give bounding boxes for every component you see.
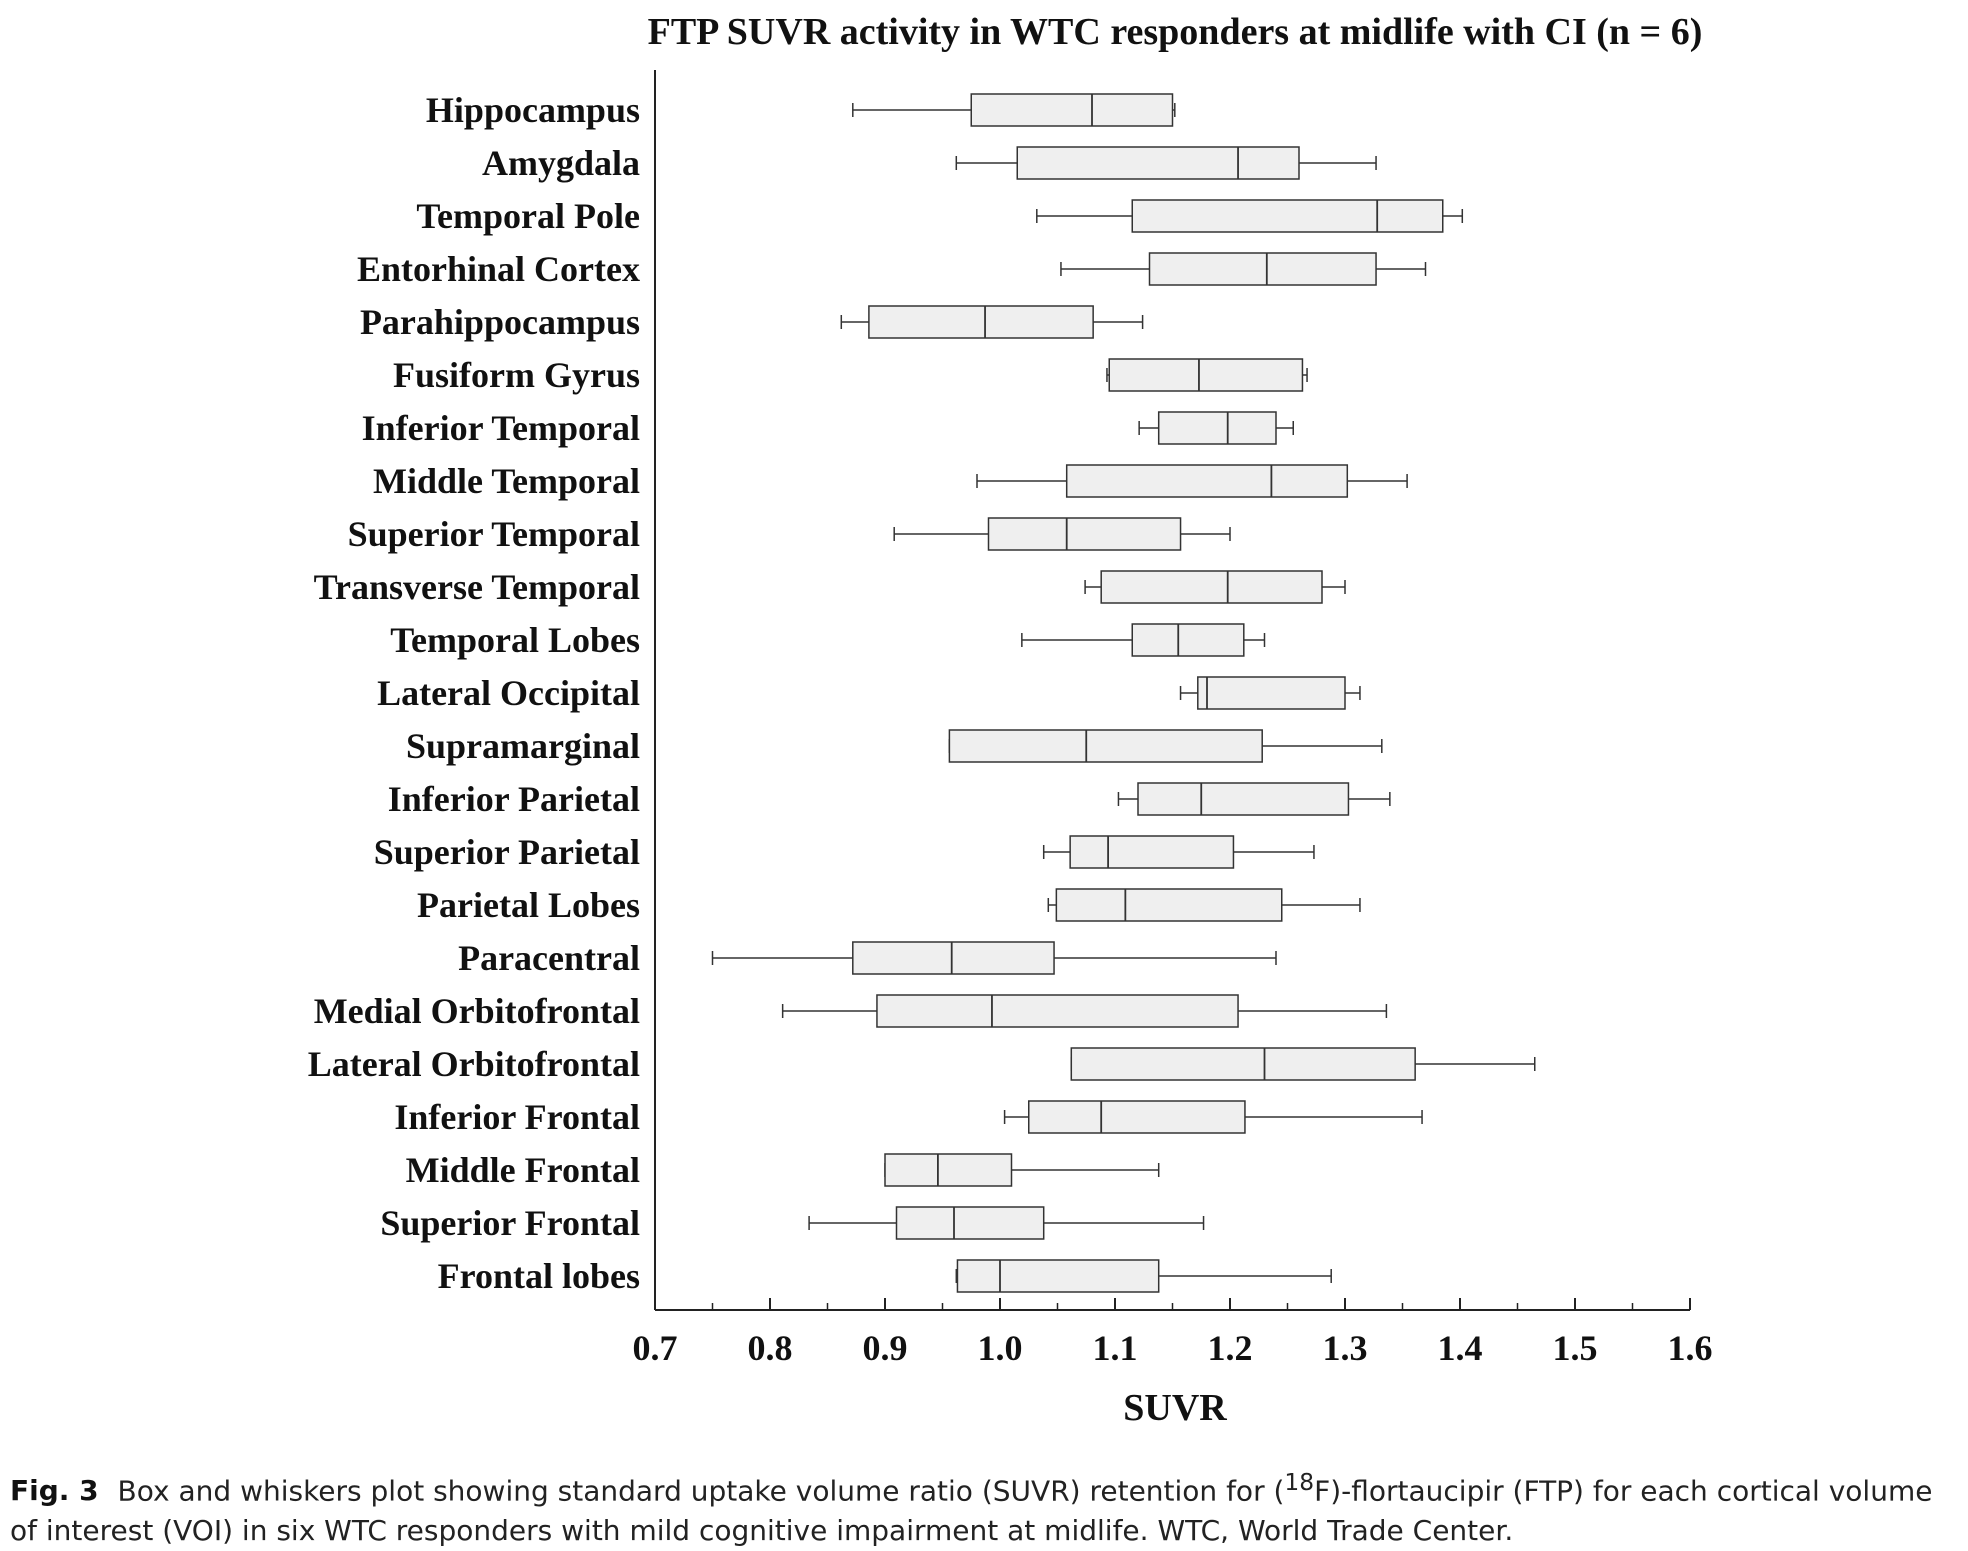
box [1028,1100,1246,1134]
box [1016,146,1300,180]
x-tick-label: 1.4 [1438,1328,1483,1368]
box [884,1153,1013,1187]
x-tick-label: 1.6 [1668,1328,1713,1368]
x-tick-label: 0.9 [863,1328,908,1368]
x-tick-label: 0.7 [633,1328,678,1368]
box [868,305,1094,339]
figure-caption: Fig. 3 Box and whiskers plot showing sta… [10,1462,1960,1551]
caption-text-after: F)-flortaucipir (FTP) for each cortical … [10,1474,1933,1548]
x-tick-label: 1.2 [1208,1328,1253,1368]
category-label: Temporal Pole [416,196,640,236]
box [948,729,1263,763]
x-tick-label: 0.8 [748,1328,793,1368]
category-label: Parietal Lobes [417,885,640,925]
box [956,1259,1160,1293]
category-label: Lateral Occipital [377,673,640,713]
box [1108,358,1304,392]
category-label: Entorhinal Cortex [357,249,640,289]
box [895,1206,1045,1240]
category-label: Paracentral [458,938,640,978]
chart-title: FTP SUVR activity in WTC responders at m… [648,11,1703,53]
caption-text-before: Box and whiskers plot showing standard u… [117,1474,1285,1508]
category-label: Amygdala [482,143,640,183]
figure-label: Fig. 3 [10,1474,99,1508]
category-label: Superior Temporal [348,514,640,554]
box [1157,411,1277,445]
box [987,517,1182,551]
category-label: Superior Parietal [374,832,640,872]
category-label: Temporal Lobes [390,620,640,660]
box [1100,570,1323,604]
plot-area: 0.7 0.8 0.9 1.0 1.1 1.2 1.3 1.4 1.5 1.6 Hippocampu… [308,70,1713,1368]
category-label: Inferior Frontal [394,1097,640,1137]
category-label: Inferior Temporal [362,408,640,448]
box [1065,464,1349,498]
category-label: Middle Temporal [373,461,640,501]
box [1197,676,1346,710]
x-tick-label: 1.0 [978,1328,1023,1368]
box [1148,252,1377,286]
box [852,941,1055,975]
box [1069,835,1235,869]
box [970,93,1174,127]
category-label: Supramarginal [406,726,640,766]
x-tick-label: 1.5 [1553,1328,1598,1368]
box [1131,623,1245,657]
category-label: Frontal lobes [438,1256,640,1296]
box [1131,199,1444,233]
category-label: Superior Frontal [380,1203,640,1243]
box [1070,1047,1416,1081]
x-tick-label: 1.1 [1093,1328,1138,1368]
category-label: Middle Frontal [406,1150,640,1190]
box [1137,782,1350,816]
box [1055,888,1283,922]
category-label: Parahippocampus [360,302,640,342]
category-label: Medial Orbitofrontal [314,991,640,1031]
caption-superscript: 18 [1284,1468,1315,1496]
category-label: Hippocampus [426,90,640,130]
x-tick-label: 1.3 [1323,1328,1368,1368]
box-plot-chart: FTP SUVR activity in WTC responders at m… [308,11,1713,1429]
category-label: Transverse Temporal [314,567,640,607]
category-label: Inferior Parietal [388,779,640,819]
category-label: Lateral Orbitofrontal [308,1044,640,1084]
box [876,994,1239,1028]
x-axis-label: SUVR [1123,1387,1227,1429]
category-label: Fusiform Gyrus [393,355,640,395]
